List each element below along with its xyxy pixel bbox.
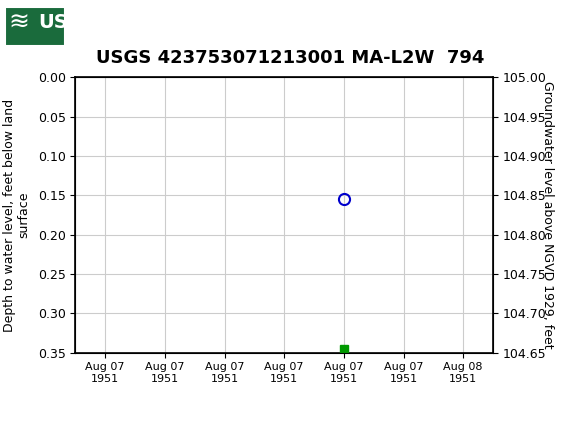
Text: USGS 423753071213001 MA-L2W  794: USGS 423753071213001 MA-L2W 794: [96, 49, 484, 67]
Y-axis label: Groundwater level above NGVD 1929, feet: Groundwater level above NGVD 1929, feet: [541, 81, 553, 349]
FancyBboxPatch shape: [5, 7, 65, 46]
Y-axis label: Depth to water level, feet below land
surface: Depth to water level, feet below land su…: [3, 98, 31, 332]
Legend: Period of approved data: Period of approved data: [186, 428, 382, 430]
Text: USGS: USGS: [38, 13, 98, 32]
Text: ≋: ≋: [8, 11, 29, 35]
